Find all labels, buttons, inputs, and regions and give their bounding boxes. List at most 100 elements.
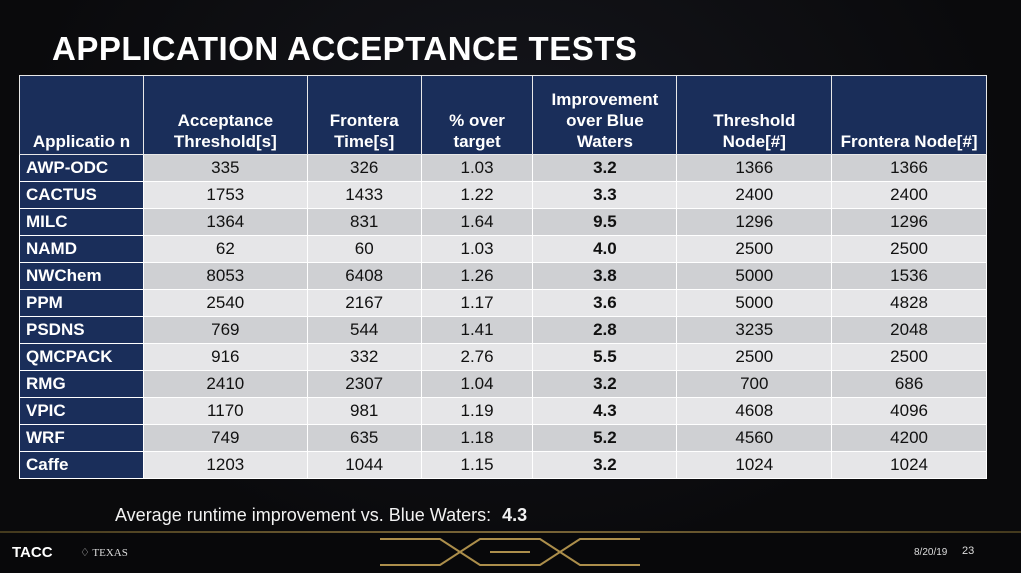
time-cell: 544 bbox=[306, 316, 422, 344]
table-row: NWChem 8053 6408 1.26 3.8 5000 1536 bbox=[19, 262, 987, 290]
over-target-cell: 1.22 bbox=[420, 181, 534, 209]
over-target-cell: 1.15 bbox=[420, 451, 534, 479]
application-cell: QMCPACK bbox=[19, 343, 144, 371]
threshold-cell: 1170 bbox=[142, 397, 308, 425]
threshold-cell: 1203 bbox=[142, 451, 308, 479]
over-target-cell: 1.41 bbox=[420, 316, 534, 344]
header-threshold-node: Threshold Node[#] bbox=[676, 75, 833, 155]
frontera-node-cell: 2500 bbox=[831, 343, 987, 371]
table-row: PSDNS 769 544 1.41 2.8 3235 2048 bbox=[19, 316, 987, 344]
table-row: NAMD 62 60 1.03 4.0 2500 2500 bbox=[19, 235, 987, 263]
average-summary: Average runtime improvement vs. Blue Wat… bbox=[115, 505, 527, 526]
frontera-node-cell: 1296 bbox=[831, 208, 987, 236]
time-cell: 831 bbox=[306, 208, 422, 236]
over-target-cell: 2.76 bbox=[420, 343, 534, 371]
table-row: VPIC 1170 981 1.19 4.3 4608 4096 bbox=[19, 397, 987, 425]
threshold-node-cell: 700 bbox=[676, 370, 833, 398]
threshold-cell: 2540 bbox=[142, 289, 308, 317]
improvement-cell: 3.2 bbox=[532, 451, 678, 479]
texas-logo: ♢ TEXAS bbox=[80, 547, 128, 559]
application-cell: NAMD bbox=[19, 235, 144, 263]
header-improvement: Improvement over Blue Waters bbox=[532, 75, 678, 155]
time-cell: 2307 bbox=[306, 370, 422, 398]
frontera-node-cell: 1024 bbox=[831, 451, 987, 479]
threshold-node-cell: 2500 bbox=[676, 343, 833, 371]
over-target-cell: 1.03 bbox=[420, 154, 534, 182]
threshold-node-cell: 1296 bbox=[676, 208, 833, 236]
over-target-cell: 1.64 bbox=[420, 208, 534, 236]
frontera-node-cell: 4200 bbox=[831, 424, 987, 452]
table-row: MILC 1364 831 1.64 9.5 1296 1296 bbox=[19, 208, 987, 236]
improvement-cell: 4.0 bbox=[532, 235, 678, 263]
threshold-cell: 1364 bbox=[142, 208, 308, 236]
threshold-cell: 2410 bbox=[142, 370, 308, 398]
threshold-node-cell: 1366 bbox=[676, 154, 833, 182]
time-cell: 6408 bbox=[306, 262, 422, 290]
tacc-logo: TACC bbox=[12, 544, 53, 561]
time-cell: 1044 bbox=[306, 451, 422, 479]
threshold-cell: 62 bbox=[142, 235, 308, 263]
average-value: 4.3 bbox=[502, 505, 528, 525]
application-cell: PPM bbox=[19, 289, 144, 317]
table-row: PPM 2540 2167 1.17 3.6 5000 4828 bbox=[19, 289, 987, 317]
table-row: AWP-ODC 335 326 1.03 3.2 1366 1366 bbox=[19, 154, 987, 182]
frontera-node-cell: 2400 bbox=[831, 181, 987, 209]
improvement-cell: 3.2 bbox=[532, 370, 678, 398]
threshold-cell: 8053 bbox=[142, 262, 308, 290]
over-target-cell: 1.03 bbox=[420, 235, 534, 263]
acceptance-table: Applicatio n Acceptance Threshold[s] Fro… bbox=[19, 75, 987, 479]
threshold-cell: 916 bbox=[142, 343, 308, 371]
time-cell: 332 bbox=[306, 343, 422, 371]
time-cell: 2167 bbox=[306, 289, 422, 317]
application-cell: NWChem bbox=[19, 262, 144, 290]
time-cell: 981 bbox=[306, 397, 422, 425]
frontera-node-cell: 4096 bbox=[831, 397, 987, 425]
table-row: QMCPACK 916 332 2.76 5.5 2500 2500 bbox=[19, 343, 987, 371]
over-target-cell: 1.18 bbox=[420, 424, 534, 452]
time-cell: 635 bbox=[306, 424, 422, 452]
header-application: Applicatio n bbox=[19, 75, 144, 155]
texas-logo-text: TEXAS bbox=[92, 547, 128, 559]
application-cell: AWP-ODC bbox=[19, 154, 144, 182]
slide-date: 8/20/19 bbox=[914, 547, 948, 558]
frontera-node-cell: 1536 bbox=[831, 262, 987, 290]
threshold-cell: 335 bbox=[142, 154, 308, 182]
improvement-cell: 3.6 bbox=[532, 289, 678, 317]
header-frontera-time: Frontera Time[s] bbox=[306, 75, 422, 155]
improvement-cell: 4.3 bbox=[532, 397, 678, 425]
table-header-row: Applicatio n Acceptance Threshold[s] Fro… bbox=[19, 75, 987, 155]
over-target-cell: 1.04 bbox=[420, 370, 534, 398]
improvement-cell: 3.3 bbox=[532, 181, 678, 209]
threshold-node-cell: 2400 bbox=[676, 181, 833, 209]
threshold-node-cell: 3235 bbox=[676, 316, 833, 344]
improvement-cell: 3.8 bbox=[532, 262, 678, 290]
frontera-node-cell: 2048 bbox=[831, 316, 987, 344]
header-acceptance-threshold: Acceptance Threshold[s] bbox=[142, 75, 308, 155]
table-row: Caffe 1203 1044 1.15 3.2 1024 1024 bbox=[19, 451, 987, 479]
improvement-cell: 2.8 bbox=[532, 316, 678, 344]
frontera-node-cell: 1366 bbox=[831, 154, 987, 182]
application-cell: RMG bbox=[19, 370, 144, 398]
over-target-cell: 1.19 bbox=[420, 397, 534, 425]
application-cell: CACTUS bbox=[19, 181, 144, 209]
improvement-cell: 9.5 bbox=[532, 208, 678, 236]
threshold-cell: 769 bbox=[142, 316, 308, 344]
frontera-node-cell: 2500 bbox=[831, 235, 987, 263]
header-frontera-node: Frontera Node[#] bbox=[831, 75, 987, 155]
threshold-node-cell: 5000 bbox=[676, 289, 833, 317]
over-target-cell: 1.26 bbox=[420, 262, 534, 290]
application-cell: WRF bbox=[19, 424, 144, 452]
improvement-cell: 5.5 bbox=[532, 343, 678, 371]
footer-divider bbox=[0, 531, 1021, 533]
improvement-cell: 3.2 bbox=[532, 154, 678, 182]
table-row: CACTUS 1753 1433 1.22 3.3 2400 2400 bbox=[19, 181, 987, 209]
frontera-node-cell: 686 bbox=[831, 370, 987, 398]
threshold-node-cell: 2500 bbox=[676, 235, 833, 263]
threshold-node-cell: 5000 bbox=[676, 262, 833, 290]
threshold-node-cell: 4608 bbox=[676, 397, 833, 425]
threshold-cell: 1753 bbox=[142, 181, 308, 209]
frontera-node-cell: 4828 bbox=[831, 289, 987, 317]
over-target-cell: 1.17 bbox=[420, 289, 534, 317]
page-number: 23 bbox=[962, 545, 975, 557]
threshold-node-cell: 1024 bbox=[676, 451, 833, 479]
